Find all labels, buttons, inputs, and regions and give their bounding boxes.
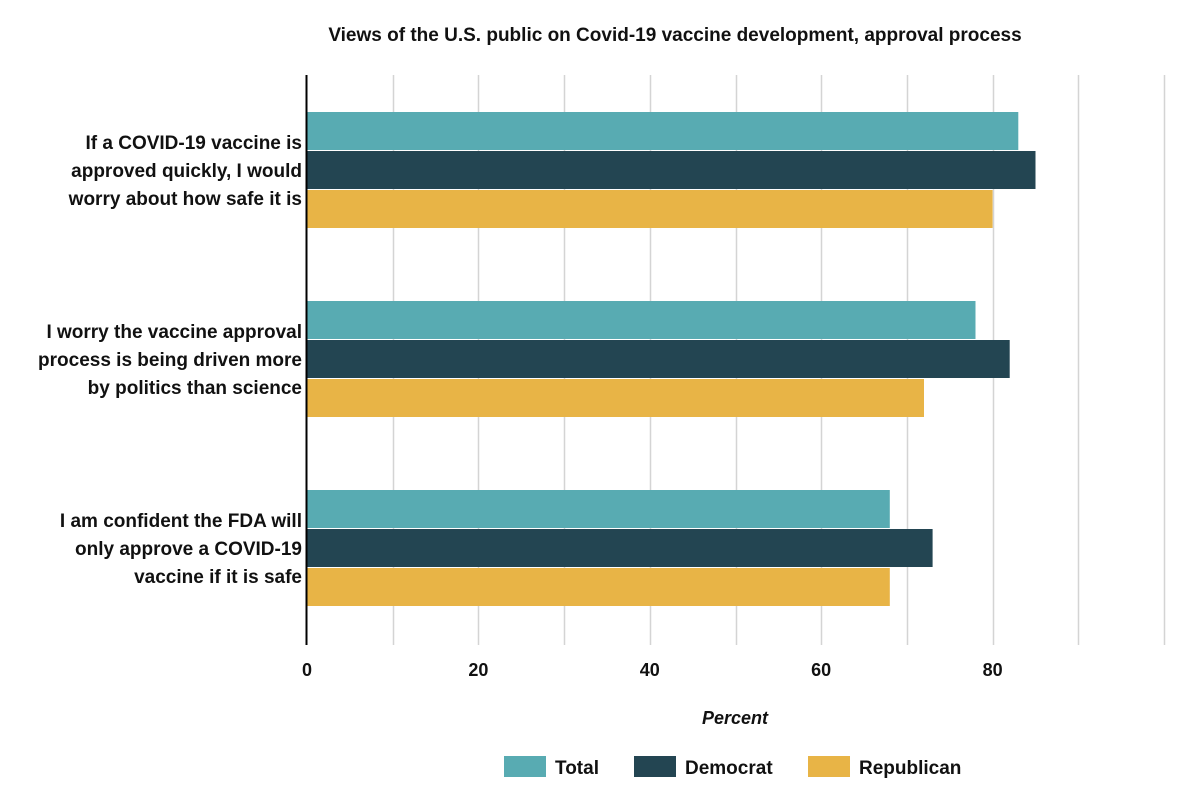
legend-label-democrat: Democrat (685, 758, 773, 779)
x-tick-label: 0 (302, 660, 312, 680)
legend-swatch-democrat (634, 756, 676, 777)
bar-republican-2 (307, 379, 924, 417)
x-tick-label: 40 (640, 660, 660, 680)
bar-republican-1 (307, 190, 993, 228)
category-label: by politics than science (88, 378, 302, 399)
bar-total-3 (307, 490, 890, 528)
category-label: If a COVID-19 vaccine is (86, 133, 303, 154)
category-label: I worry the vaccine approval (46, 322, 302, 343)
bar-total-1 (307, 112, 1019, 150)
x-tick-label: 60 (811, 660, 831, 680)
category-label: only approve a COVID-19 (75, 539, 302, 560)
category-label: vaccine if it is safe (134, 567, 302, 588)
bar-democrat-1 (307, 151, 1036, 189)
x-tick-labels: 0 20 40 60 80 (302, 660, 1003, 680)
category-label: worry about how safe it is (68, 189, 302, 210)
bar-democrat-3 (307, 529, 933, 567)
x-axis-title: Percent (702, 708, 769, 728)
category-label: I am confident the FDA will (60, 511, 302, 532)
legend-swatch-total (504, 756, 546, 777)
x-tick-label: 20 (468, 660, 488, 680)
legend-swatch-republican (808, 756, 850, 777)
chart-title: Views of the U.S. public on Covid-19 vac… (328, 25, 1021, 46)
legend: Total Democrat Republican (504, 756, 961, 779)
x-tick-label: 80 (983, 660, 1003, 680)
legend-label-total: Total (555, 758, 599, 779)
legend-label-republican: Republican (859, 758, 961, 779)
category-label: approved quickly, I would (71, 161, 302, 182)
bar-democrat-2 (307, 340, 1010, 378)
bars (307, 112, 1036, 606)
bar-total-2 (307, 301, 976, 339)
bar-republican-3 (307, 568, 890, 606)
category-labels: If a COVID-19 vaccine is approved quickly… (38, 133, 302, 588)
category-label: process is being driven more (38, 350, 302, 371)
